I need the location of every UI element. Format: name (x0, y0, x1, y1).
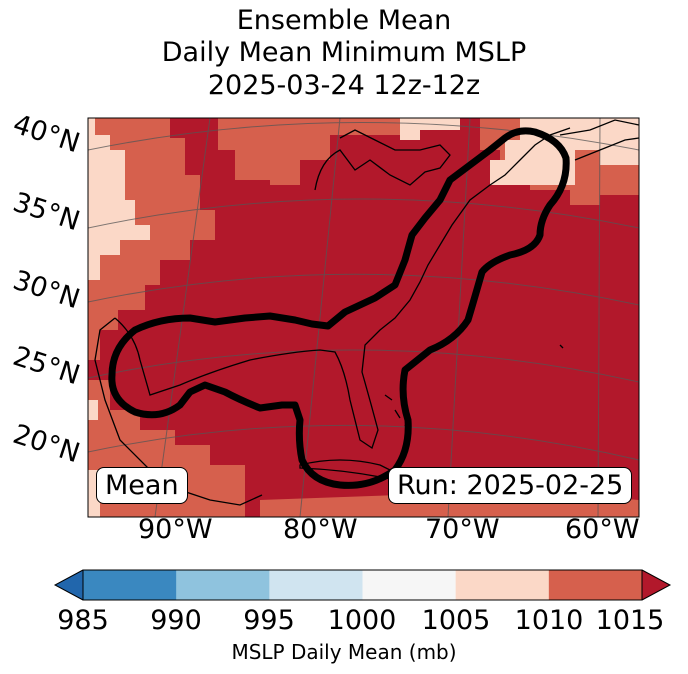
field-light-west (88, 118, 150, 280)
parallel-40n (88, 122, 639, 151)
run-date-box: Run: 2025-02-25 (388, 467, 633, 504)
colorbar-frame (82, 569, 643, 601)
parallel-25n (88, 349, 639, 383)
map-frame (87, 117, 640, 518)
field-light-southwest (88, 400, 98, 420)
parallel-30n (88, 273, 639, 306)
colorbar-arrow-outline (53, 569, 672, 601)
coastline-gulf (114, 127, 571, 450)
meridian-70w (447, 118, 471, 517)
colorbar-segment (83, 570, 177, 600)
parallel-20n (88, 424, 639, 461)
colorbar-tick-995: 995 (243, 605, 295, 636)
colorbar-segment (269, 570, 363, 600)
title-line-1: Ensemble Mean (236, 5, 452, 36)
lon-label-80w: 80°W (283, 514, 358, 545)
colorbar-segment (455, 570, 550, 600)
colorbar-tick-985: 985 (57, 605, 109, 636)
coastline-greatlakes (314, 129, 451, 191)
lon-label-90w: 90°W (138, 514, 213, 545)
title-line-3: 2025-03-24 12z-12z (207, 70, 481, 101)
meridian-80w (299, 118, 341, 517)
coastline-bermuda (559, 344, 564, 349)
colorbar-tick-990: 990 (150, 605, 202, 636)
field-mid-north (218, 118, 400, 185)
coastline-mexico (94, 317, 263, 506)
colorbar-tick-1015: 1015 (595, 605, 665, 636)
colorbar-tick-1000: 1000 (327, 605, 397, 636)
mean-label-box: Mean (96, 467, 188, 504)
lon-label-70w: 70°W (425, 514, 500, 545)
colorbar-underflow-arrow (55, 570, 83, 600)
parallel-35n (88, 198, 639, 229)
colorbar-tick-1010: 1010 (514, 605, 584, 636)
colorbar-label: MSLP Daily Mean (mb) (231, 640, 457, 664)
colorbar-overflow-arrow (642, 570, 670, 600)
meridian-60w (597, 118, 601, 517)
colorbar-segment (548, 570, 643, 600)
coastline-canada (559, 119, 639, 161)
colorbar-segment (362, 570, 457, 600)
title-line-2: Daily Mean Minimum MSLP (161, 37, 527, 68)
lon-label-60w: 60°W (565, 514, 640, 545)
colorbar-segment (176, 570, 270, 600)
ensemble-contour (108, 127, 570, 489)
colorbar-tick-1005: 1005 (421, 605, 491, 636)
